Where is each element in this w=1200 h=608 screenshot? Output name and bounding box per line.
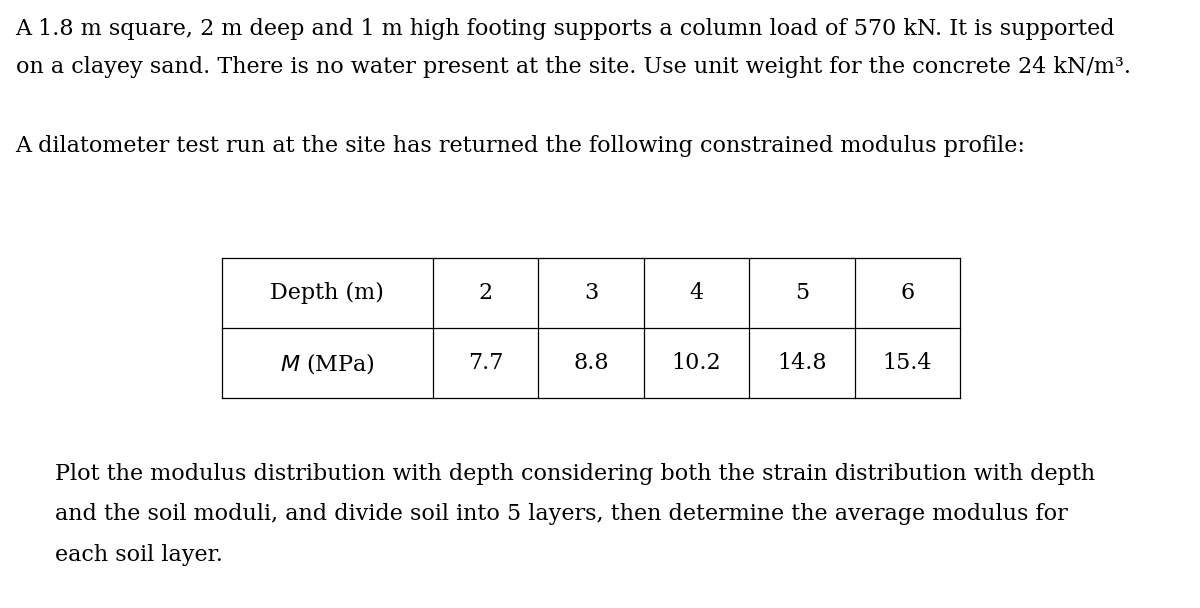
Text: 6: 6 (900, 282, 914, 305)
Text: 4: 4 (689, 282, 703, 305)
Text: Depth (m): Depth (m) (270, 282, 384, 305)
Text: A 1.8 m square, 2 m deep and 1 m high footing supports a column load of 570 kN. : A 1.8 m square, 2 m deep and 1 m high fo… (16, 18, 1115, 40)
Text: on a clayey sand. There is no water present at the site. Use unit weight for the: on a clayey sand. There is no water pres… (16, 56, 1130, 78)
Text: 8.8: 8.8 (574, 352, 608, 375)
Text: 14.8: 14.8 (778, 352, 827, 375)
Text: 3: 3 (584, 282, 598, 305)
Text: 2: 2 (479, 282, 493, 305)
Text: 5: 5 (794, 282, 809, 305)
Text: Plot the modulus distribution with depth considering both the strain distributio: Plot the modulus distribution with depth… (55, 463, 1096, 485)
Text: 10.2: 10.2 (672, 352, 721, 375)
Text: A dilatometer test run at the site has returned the following constrained modulu: A dilatometer test run at the site has r… (16, 135, 1026, 157)
Text: 15.4: 15.4 (882, 352, 932, 375)
Text: $\mathit{M}$ (MPa): $\mathit{M}$ (MPa) (280, 351, 374, 376)
Text: 7.7: 7.7 (468, 352, 503, 375)
Text: and the soil moduli, and divide soil into 5 layers, then determine the average m: and the soil moduli, and divide soil int… (55, 503, 1068, 525)
Text: each soil layer.: each soil layer. (55, 544, 223, 565)
